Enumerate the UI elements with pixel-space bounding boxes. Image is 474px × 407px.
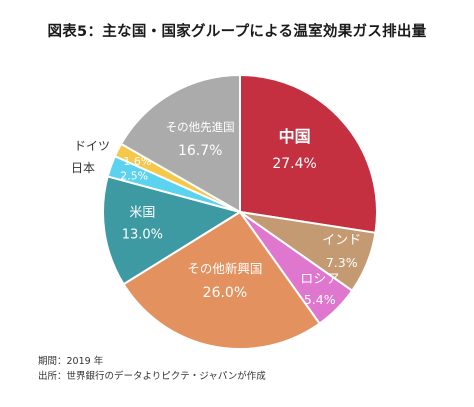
period-note: 期間：2019 年 bbox=[38, 356, 104, 367]
slice-value-4: 26.0% bbox=[203, 285, 247, 301]
slice-value-3: 5.4% bbox=[304, 292, 336, 307]
slice-value-6: 2.5% bbox=[120, 169, 148, 182]
source-note: 出所：世界銀行のデータよりピクテ・ジャパンが作成 bbox=[38, 371, 266, 382]
slice-label-5: 米国 bbox=[129, 205, 155, 220]
slice-label-7: ドイツ bbox=[74, 139, 110, 153]
slice-label-6: 日本 bbox=[71, 161, 95, 175]
slice-label-2: インド bbox=[322, 233, 361, 248]
slice-value-8: 16.7% bbox=[178, 143, 222, 159]
slice-label-3: ロシア bbox=[300, 272, 339, 287]
slice-label-1: 中国 bbox=[279, 127, 311, 146]
pie-slice-8 bbox=[119, 73, 241, 214]
slice-value-5: 13.0% bbox=[122, 227, 163, 242]
pie-slice-1 bbox=[239, 73, 378, 234]
slice-value-1: 27.4% bbox=[272, 156, 316, 172]
slice-label-8: その他先進国 bbox=[166, 120, 235, 134]
chart-title: 図表5：主な国・国家グループによる温室効果ガス排出量 bbox=[47, 24, 427, 40]
slice-label-4: その他新興国 bbox=[187, 261, 262, 276]
pie-slice-4 bbox=[122, 210, 321, 350]
chart-footer: 期間：2019 年 出所：世界銀行のデータよりピクテ・ジャパンが作成 bbox=[38, 354, 266, 384]
slice-value-2: 7.3% bbox=[326, 255, 358, 270]
